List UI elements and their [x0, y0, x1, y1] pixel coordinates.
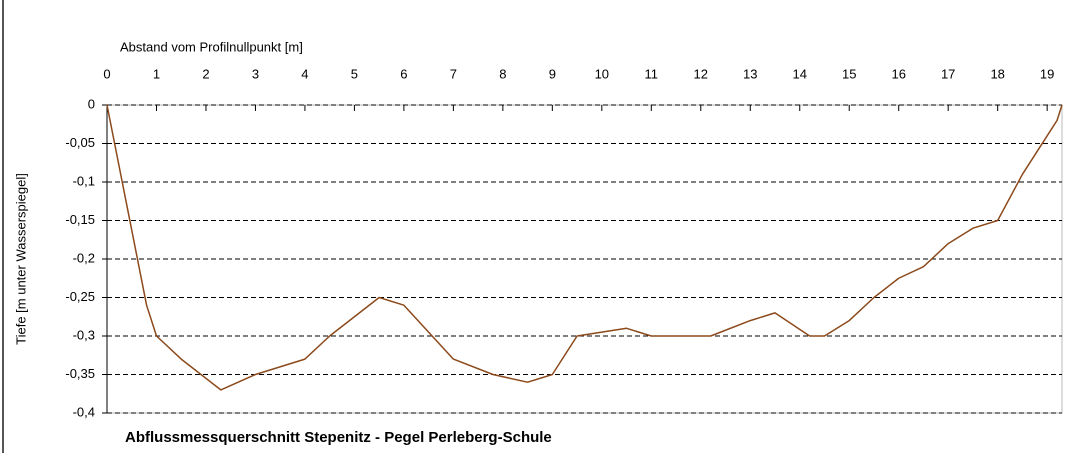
- x-tick-label: 9: [549, 66, 556, 81]
- chart-title: Abflussmessquerschnitt Stepenitz - Pegel…: [125, 429, 552, 446]
- x-tick-label: 14: [793, 66, 807, 81]
- x-tick-label: 19: [1040, 66, 1054, 81]
- x-tick-label: 16: [891, 66, 905, 81]
- x-tick-label: 5: [351, 66, 358, 81]
- x-tick-label: 1: [153, 66, 160, 81]
- y-tick-label: -0,05: [65, 135, 95, 150]
- y-tick-label: -0,15: [65, 212, 95, 227]
- x-tick-label: 3: [252, 66, 259, 81]
- x-tick-label: 4: [301, 66, 308, 81]
- x-tick-label: 11: [645, 66, 659, 81]
- x-tick-label: 0: [103, 66, 110, 81]
- x-tick-label: 18: [990, 66, 1004, 81]
- x-tick-label: 2: [202, 66, 209, 81]
- y-axis-title: Tiefe [m unter Wasserspiegel]: [13, 173, 28, 345]
- y-tick-label: -0,35: [65, 366, 95, 381]
- x-tick-label: 7: [450, 66, 457, 81]
- y-tick-label: -0,3: [73, 327, 95, 342]
- y-tick-label: -0,1: [73, 173, 95, 188]
- x-tick-label: 15: [842, 66, 856, 81]
- x-tick-label: 13: [743, 66, 757, 81]
- x-tick-label: 17: [941, 66, 955, 81]
- x-tick-label: 6: [400, 66, 407, 81]
- x-tick-label: 8: [499, 66, 506, 81]
- y-tick-label: 0: [88, 96, 95, 111]
- x-tick-label: 12: [694, 66, 708, 81]
- x-tick-label: 10: [595, 66, 609, 81]
- y-tick-label: -0,2: [73, 250, 95, 265]
- y-tick-label: -0,25: [65, 289, 95, 304]
- x-axis-title: Abstand vom Profilnullpunkt [m]: [120, 39, 303, 54]
- y-tick-label: -0,4: [73, 404, 95, 419]
- profile-line: [106, 104, 1063, 391]
